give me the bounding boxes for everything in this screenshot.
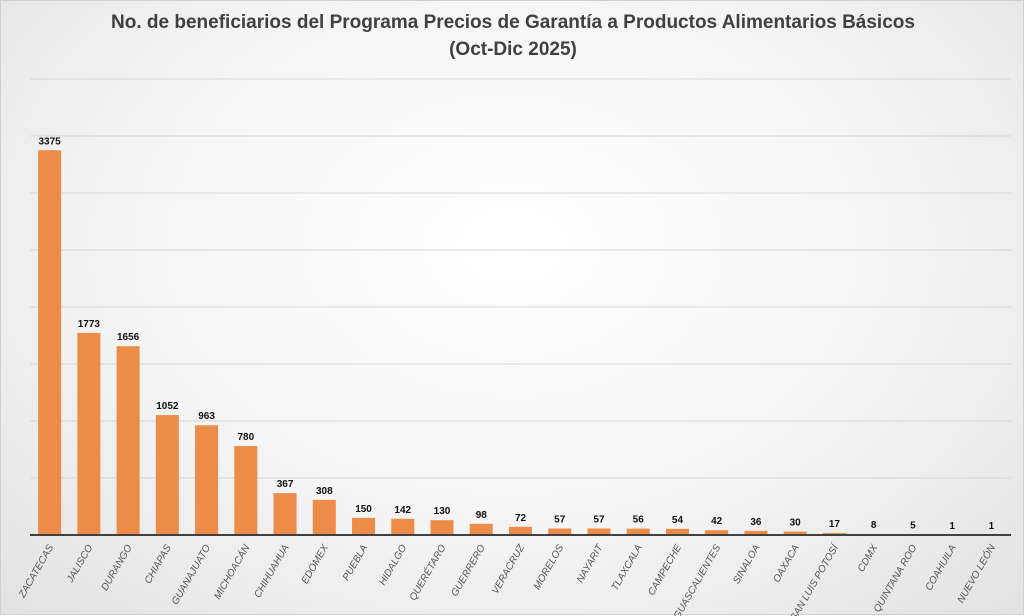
data-label: 150 <box>355 504 372 515</box>
data-label: 780 <box>237 432 254 443</box>
category-label: NUEVO LEÓN <box>954 541 998 605</box>
data-label: 1052 <box>156 401 179 412</box>
data-label: 130 <box>434 506 451 517</box>
category-label: MICHOACÁN <box>211 541 253 601</box>
data-label: 42 <box>711 516 723 527</box>
data-label: 8 <box>871 520 877 531</box>
data-label: 5 <box>910 520 916 531</box>
category-label: DURANGO <box>100 543 135 593</box>
data-label: 36 <box>750 517 762 528</box>
category-label: QUINTANA ROO <box>872 543 920 615</box>
data-label: 308 <box>316 486 333 497</box>
category-label: ZACATECAS <box>17 543 57 601</box>
bar <box>470 524 493 535</box>
category-label: CHIHUAHUA <box>252 543 291 600</box>
bar <box>38 150 61 535</box>
category-label: EDOMEX <box>300 543 331 586</box>
category-label: OAXACA <box>771 543 802 585</box>
data-label: 3375 <box>38 136 61 147</box>
category-label: SINALOA <box>731 543 762 586</box>
category-label: TLAXCALA <box>610 543 645 593</box>
data-label: 367 <box>277 479 294 490</box>
data-label: 1 <box>949 521 955 532</box>
data-label: 963 <box>198 411 215 422</box>
data-label: 56 <box>633 515 645 526</box>
category-label: GUERRERO <box>449 543 488 599</box>
data-label: 30 <box>790 518 802 529</box>
bar <box>431 520 454 535</box>
bar <box>391 519 414 535</box>
bar <box>234 446 257 535</box>
category-label: GUANAJUATO <box>170 543 213 607</box>
bar <box>509 527 532 535</box>
category-label: JALISCO <box>65 543 96 586</box>
category-label: NAYARIT <box>575 542 606 585</box>
data-label: 1656 <box>117 332 140 343</box>
category-label: QUERÉTARO <box>406 542 449 603</box>
data-label: 57 <box>554 515 566 526</box>
data-label: 54 <box>672 515 684 526</box>
category-label: MORELOS <box>532 543 567 592</box>
category-label: PUEBLA <box>341 543 370 583</box>
category-label: HIDALGO <box>377 543 409 588</box>
data-label: 1773 <box>78 319 101 330</box>
data-label: 17 <box>829 519 841 530</box>
data-label: 57 <box>593 515 605 526</box>
bar <box>117 346 140 535</box>
bar <box>195 425 218 535</box>
category-label: CAMPECHE <box>646 543 684 598</box>
category-label: COAHUILA <box>924 543 959 593</box>
data-label: 1 <box>989 521 995 532</box>
data-label: 98 <box>476 510 488 521</box>
category-label: VERACRUZ <box>490 542 527 596</box>
bar <box>156 415 179 535</box>
category-label: CDMX <box>856 543 880 574</box>
data-label: 72 <box>515 513 527 524</box>
bar <box>77 333 100 535</box>
category-label: CHIAPAS <box>143 543 174 586</box>
bar <box>313 500 336 535</box>
data-label: 142 <box>394 505 411 516</box>
bar <box>274 493 297 535</box>
bar <box>352 518 375 535</box>
